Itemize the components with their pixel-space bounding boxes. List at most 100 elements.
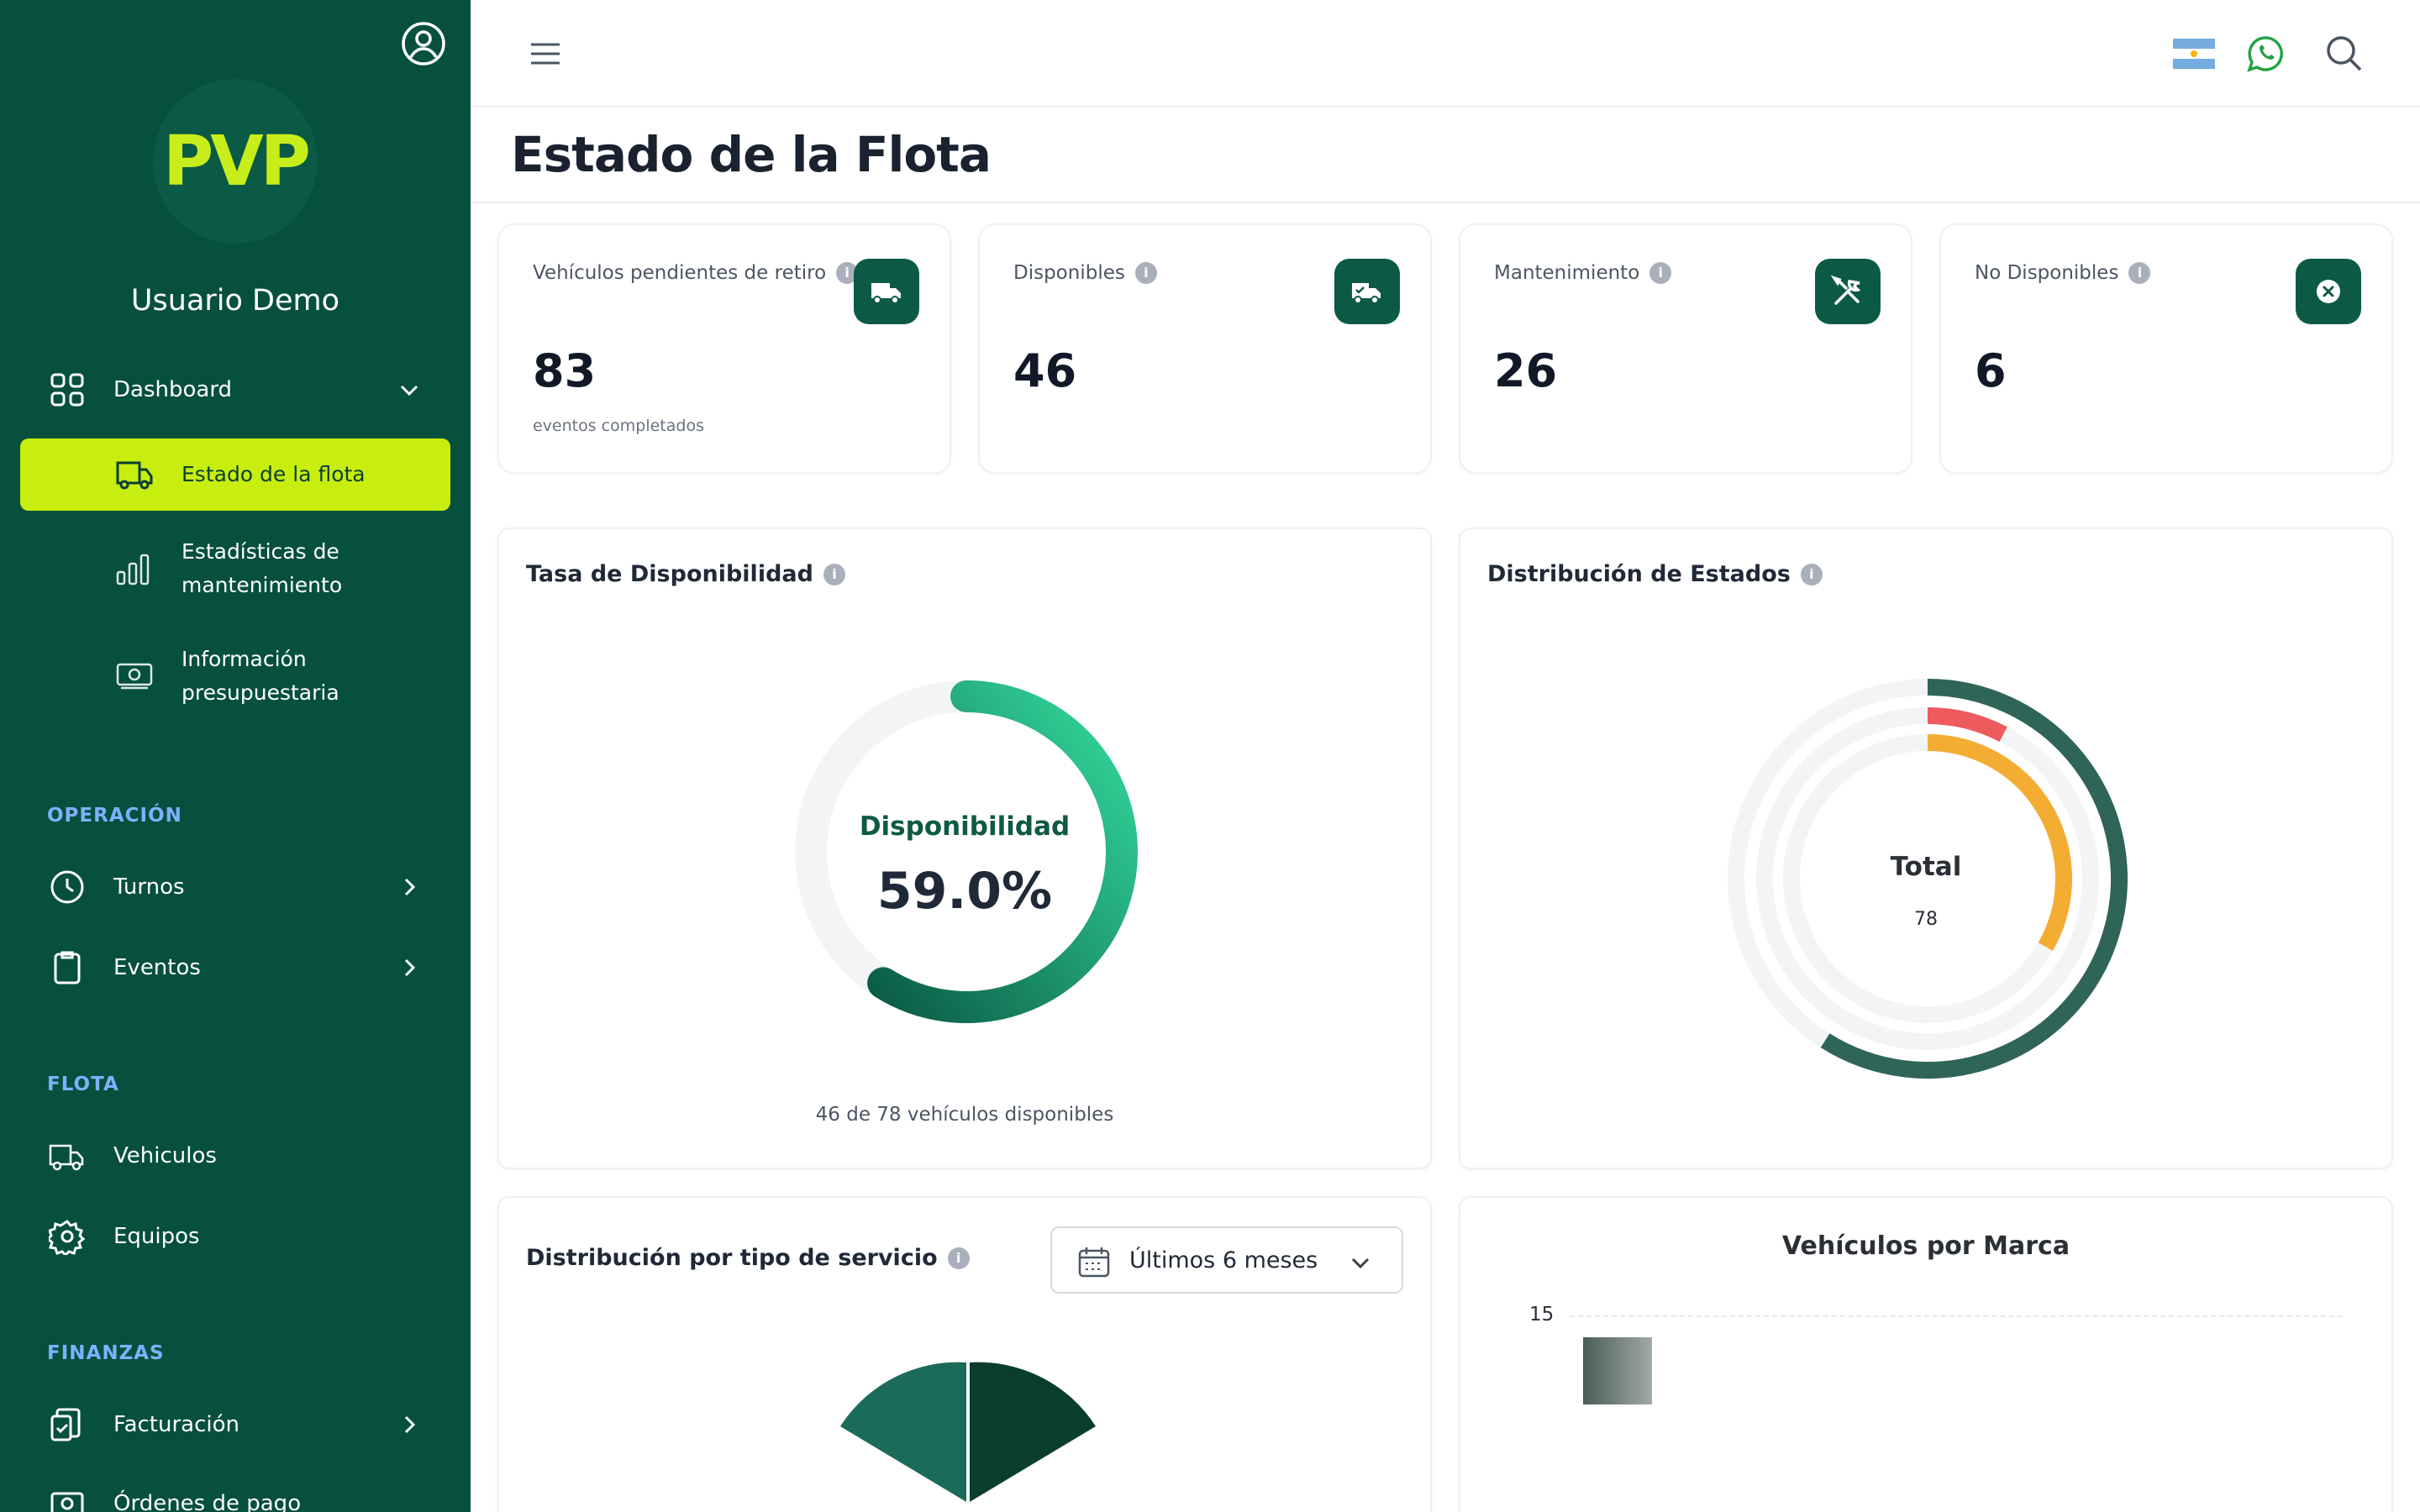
- sidebar-item-label-line1: Información: [182, 647, 307, 671]
- money-icon: [116, 663, 153, 690]
- ring-arc: [1820, 679, 2128, 1079]
- stat-value: 6: [1975, 344, 2007, 397]
- info-icon[interactable]: i: [1134, 262, 1157, 284]
- chevron-down-icon[interactable]: [397, 377, 422, 402]
- stat-value: 83: [533, 344, 597, 397]
- service-card: Distribución por tipo de servicio i Últim…: [497, 1196, 1432, 1512]
- info-icon[interactable]: i: [823, 563, 845, 585]
- stat-card-pendientes: Vehículos pendientes de retiro i 83 event…: [497, 223, 951, 474]
- stat-card-mantenimiento: Mantenimiento i 26: [1459, 223, 1912, 474]
- section-operacion: OPERACIÓN: [47, 805, 182, 827]
- whatsapp-icon[interactable]: [2245, 34, 2286, 74]
- availability-title: Tasa de Disponibilidad: [526, 561, 813, 587]
- distribution-card: Distribución de Estados i Total 78: [1459, 528, 2393, 1169]
- chevron-right-icon: [404, 1415, 416, 1434]
- nav-turnos-label: Turnos: [113, 874, 185, 900]
- stat-label: No Disponibles: [1975, 262, 2119, 284]
- stat-label: Disponibles: [1013, 262, 1125, 284]
- stat-label: Vehículos pendientes de retiro: [533, 262, 827, 284]
- info-icon[interactable]: i: [1800, 563, 1823, 585]
- nav-turnos[interactable]: Turnos: [0, 853, 471, 921]
- topbar: [471, 0, 2420, 108]
- nav-vehiculos-label: Vehiculos: [113, 1143, 217, 1168]
- pie-slice: [970, 1362, 1096, 1502]
- truck-icon: [116, 461, 153, 490]
- logo-text: PVP: [163, 121, 311, 202]
- truck-icon: [49, 1144, 84, 1171]
- info-icon[interactable]: i: [1649, 262, 1672, 284]
- bar-chart-icon: [116, 554, 150, 585]
- availability-footer: 46 de 78 vehículos disponibles: [815, 1104, 1114, 1126]
- section-flota: FLOTA: [47, 1074, 119, 1095]
- distribution-rings: [1728, 679, 2128, 1079]
- distribution-title: Distribución de Estados: [1487, 561, 1791, 587]
- availability-card: Tasa de Disponibilidad i Disponibilidad 5…: [497, 528, 1432, 1169]
- distribution-center-label: Total: [1890, 852, 1962, 882]
- truck-icon: [854, 259, 919, 324]
- availability-donut: [795, 680, 1138, 1023]
- info-icon[interactable]: i: [947, 1247, 970, 1269]
- nav-ordenes-label: Órdenes de pago: [113, 1491, 302, 1512]
- page-title: Estado de la Flota: [511, 126, 992, 183]
- brands-title: Vehículos por Marca: [1781, 1231, 2070, 1261]
- user-profile-icon[interactable]: [400, 20, 447, 67]
- date-range-label: Últimos 6 meses: [1129, 1247, 1318, 1273]
- nav-dashboard[interactable]: Dashboard: [0, 356, 471, 423]
- clipboard-icon: [54, 951, 81, 984]
- nav-equipos-label: Equipos: [113, 1224, 200, 1249]
- distribution-center-value: 78: [1914, 909, 1938, 930]
- date-range-dropdown[interactable]: Últimos 6 meses: [1050, 1226, 1403, 1294]
- argentina-flag-icon[interactable]: [2173, 39, 2215, 69]
- nav-dashboard-label: Dashboard: [113, 377, 233, 402]
- chevron-down-icon: [1351, 1257, 1370, 1269]
- availability-arc: [867, 680, 1138, 1023]
- user-name: Usuario Demo: [130, 284, 340, 318]
- calendar-icon: [1078, 1247, 1110, 1278]
- ring-arc: [1927, 707, 2007, 743]
- ring-arc: [1927, 734, 2072, 951]
- grid-line: [1570, 1315, 2343, 1317]
- gear-icon: [49, 1220, 86, 1255]
- x-circle-icon: [2296, 259, 2361, 324]
- service-pie: [840, 1362, 1096, 1502]
- nav-facturacion-label: Facturación: [113, 1412, 239, 1437]
- sidebar: PVP Usuario Demo Dashboard Estado de la …: [0, 0, 471, 1512]
- brands-card: Vehículos por Marca 15: [1459, 1196, 2393, 1512]
- info-icon[interactable]: i: [2128, 262, 2151, 284]
- page-title-bar: Estado de la Flota: [471, 109, 2420, 203]
- grid-icon: [50, 373, 84, 407]
- pie-slice: [840, 1362, 966, 1502]
- stat-value: 46: [1013, 344, 1077, 397]
- nav-vehiculos[interactable]: Vehiculos: [0, 1122, 471, 1189]
- menu-icon[interactable]: [529, 42, 561, 66]
- stat-label: Mantenimiento: [1494, 262, 1640, 284]
- tools-icon: [1815, 259, 1881, 324]
- y-tick-label: 15: [1529, 1304, 1555, 1326]
- nav-eventos-label: Eventos: [113, 955, 201, 980]
- clock-icon: [50, 870, 84, 904]
- bar: [1583, 1337, 1652, 1404]
- nav-ordenes-pago[interactable]: Órdenes de pago: [0, 1470, 471, 1512]
- stat-value: 26: [1494, 344, 1558, 397]
- stat-card-no-disponibles: No Disponibles i 6: [1939, 223, 2393, 474]
- invoice-icon: [50, 1408, 81, 1441]
- sidebar-item-label-line2: presupuestaria: [182, 680, 339, 705]
- sidebar-item-presupuesto[interactable]: Información presupuestaria: [20, 638, 450, 714]
- section-finanzas: FINANZAS: [47, 1342, 165, 1364]
- logo: PVP: [153, 79, 318, 244]
- chevron-right-icon: [404, 958, 416, 977]
- nav-facturacion[interactable]: Facturación: [0, 1391, 471, 1458]
- sidebar-item-estado-flota[interactable]: Estado de la flota: [20, 438, 450, 511]
- nav-eventos[interactable]: Eventos: [0, 934, 471, 1001]
- service-title: Distribución por tipo de servicio: [526, 1245, 938, 1271]
- truck-check-icon: [1334, 259, 1400, 324]
- sidebar-item-estadisticas[interactable]: Estadísticas de mantenimiento: [20, 531, 450, 606]
- nav-equipos[interactable]: Equipos: [0, 1203, 471, 1270]
- chevron-right-icon: [404, 878, 416, 896]
- sidebar-item-label-line2: mantenimiento: [182, 573, 343, 597]
- availability-center-value: 59.0%: [876, 862, 1053, 921]
- money-icon: [50, 1492, 84, 1512]
- search-icon[interactable]: [2324, 34, 2363, 72]
- stat-subtext: eventos completados: [533, 417, 704, 435]
- sidebar-item-label-line1: Estadísticas de: [182, 539, 339, 564]
